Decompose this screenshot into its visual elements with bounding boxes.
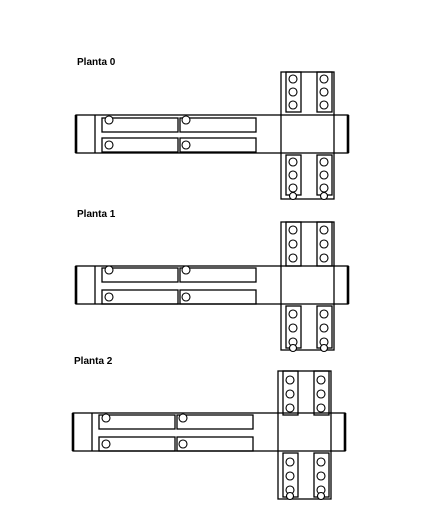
floor-label-2: Planta 2 <box>74 356 113 367</box>
room-blocks <box>101 115 257 153</box>
floor-plan-2: Planta 2 <box>71 356 347 501</box>
corridor-outline <box>74 221 350 351</box>
corridor-outline <box>74 71 350 200</box>
room-blocks <box>98 413 254 452</box>
floor-label-0: Planta 0 <box>77 57 116 68</box>
floor-plan-1: Planta 1 <box>74 209 350 353</box>
floor-plan-0: Planta 0 <box>74 57 350 201</box>
corridor-outline <box>71 370 347 500</box>
seat-columns <box>282 370 330 501</box>
seat-columns <box>285 221 333 353</box>
room-blocks <box>101 265 257 305</box>
seat-columns <box>285 71 333 201</box>
floor-label-1: Planta 1 <box>77 209 116 220</box>
